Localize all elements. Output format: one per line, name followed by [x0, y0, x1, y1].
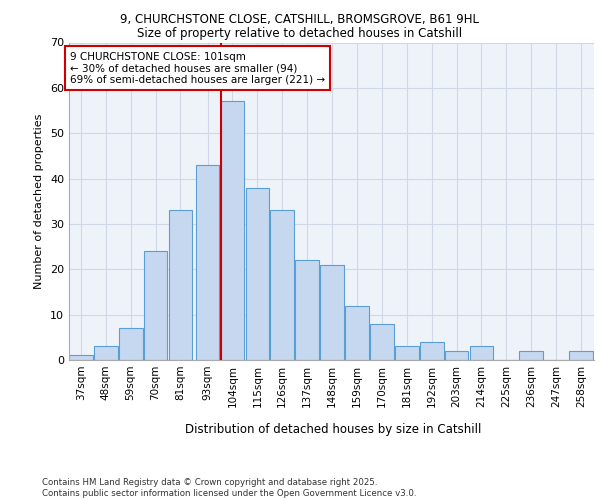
Bar	[470, 346, 493, 360]
Bar	[94, 346, 118, 360]
Bar	[345, 306, 369, 360]
Bar	[569, 351, 593, 360]
Bar	[221, 102, 244, 360]
Bar	[119, 328, 143, 360]
Bar	[370, 324, 394, 360]
Bar	[395, 346, 419, 360]
Text: Size of property relative to detached houses in Catshill: Size of property relative to detached ho…	[137, 28, 463, 40]
Text: 9, CHURCHSTONE CLOSE, CATSHILL, BROMSGROVE, B61 9HL: 9, CHURCHSTONE CLOSE, CATSHILL, BROMSGRO…	[121, 12, 479, 26]
Bar	[320, 265, 344, 360]
Text: Distribution of detached houses by size in Catshill: Distribution of detached houses by size …	[185, 422, 481, 436]
Text: 9 CHURCHSTONE CLOSE: 101sqm
← 30% of detached houses are smaller (94)
69% of sem: 9 CHURCHSTONE CLOSE: 101sqm ← 30% of det…	[70, 52, 325, 85]
Bar	[169, 210, 193, 360]
Bar	[245, 188, 269, 360]
Bar	[420, 342, 443, 360]
Bar	[295, 260, 319, 360]
Text: Contains HM Land Registry data © Crown copyright and database right 2025.
Contai: Contains HM Land Registry data © Crown c…	[42, 478, 416, 498]
Bar	[445, 351, 469, 360]
Bar	[69, 356, 93, 360]
Bar	[520, 351, 543, 360]
Y-axis label: Number of detached properties: Number of detached properties	[34, 114, 44, 289]
Bar	[143, 251, 167, 360]
Bar	[196, 165, 220, 360]
Bar	[271, 210, 294, 360]
